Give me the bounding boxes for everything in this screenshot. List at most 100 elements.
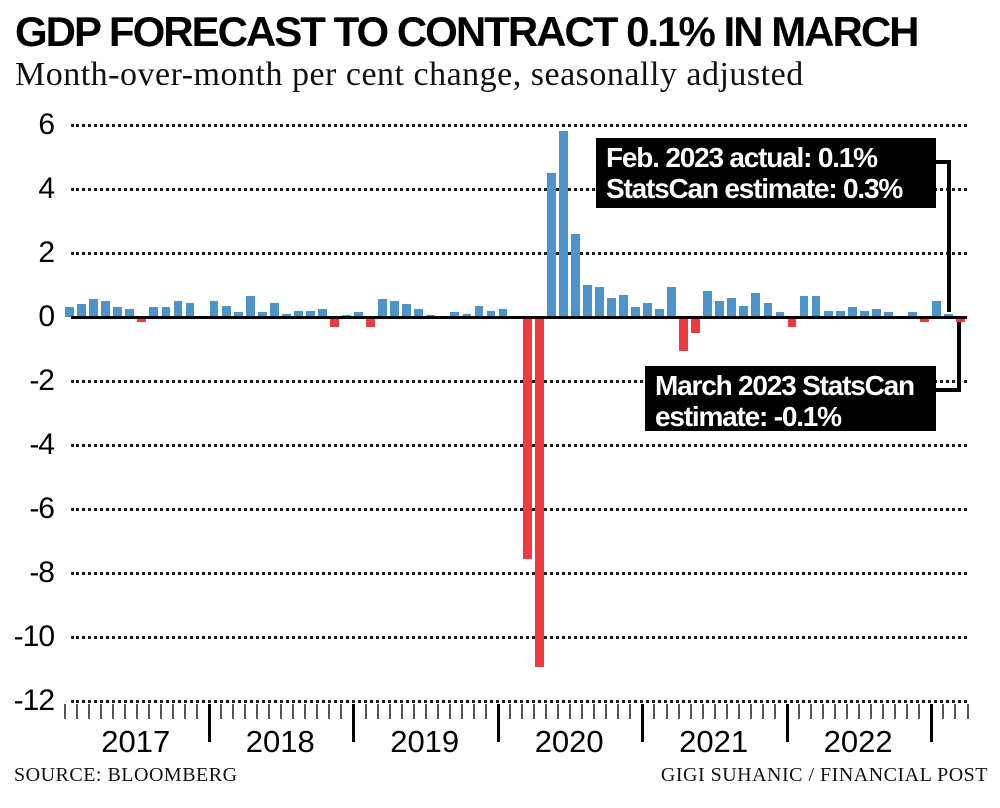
month-tick bbox=[376, 704, 379, 719]
bar-2019-04 bbox=[390, 301, 400, 317]
month-tick bbox=[232, 704, 235, 719]
month-tick bbox=[749, 704, 752, 719]
bar-2022-09 bbox=[883, 312, 893, 317]
bar-2018-11 bbox=[330, 318, 339, 327]
month-tick bbox=[123, 704, 126, 719]
month-tick bbox=[220, 704, 223, 719]
month-tick bbox=[388, 704, 391, 719]
bar-2017-01 bbox=[65, 307, 74, 317]
month-tick bbox=[809, 704, 812, 719]
year-boundary-tick bbox=[785, 704, 789, 742]
author-credit: GIGI SUHANIC / FINANCIAL POST bbox=[660, 764, 988, 786]
month-tick bbox=[424, 704, 427, 719]
year-boundary-tick bbox=[207, 704, 211, 742]
year-boundary-tick bbox=[641, 704, 645, 742]
month-tick bbox=[906, 704, 909, 719]
month-tick bbox=[593, 704, 596, 719]
bar-2021-09 bbox=[739, 305, 749, 317]
month-tick bbox=[328, 704, 331, 719]
bar-2017-11 bbox=[185, 302, 195, 317]
bar-2021-06 bbox=[703, 291, 713, 317]
month-tick bbox=[725, 704, 728, 719]
bar-2018-01 bbox=[209, 301, 219, 317]
gridline-y-8 bbox=[71, 572, 967, 575]
month-tick bbox=[256, 704, 259, 719]
bar-2023-03 bbox=[956, 318, 965, 322]
bar-2021-12 bbox=[775, 312, 785, 317]
month-tick bbox=[87, 704, 90, 719]
bar-2017-09 bbox=[161, 307, 171, 317]
march-callout-connector-vertical bbox=[957, 322, 961, 392]
month-tick bbox=[340, 704, 343, 719]
bar-2022-11 bbox=[908, 312, 917, 317]
march-2023-callout: March 2023 StatsCan estimate: -0.1% bbox=[645, 366, 936, 432]
feb-2023-callout: Feb. 2023 actual: 0.1% StatsCan estimate… bbox=[596, 138, 936, 208]
month-tick bbox=[569, 704, 572, 719]
month-tick bbox=[244, 704, 247, 719]
year-boundary-tick bbox=[496, 704, 500, 742]
march-2023-callout-line2: estimate: -0.1% bbox=[655, 401, 842, 432]
month-tick bbox=[111, 704, 114, 719]
gridline-y-10 bbox=[71, 636, 967, 639]
month-tick bbox=[268, 704, 271, 719]
month-tick bbox=[183, 704, 186, 719]
bar-2021-02 bbox=[655, 309, 664, 317]
x-axis-year-label-2017: 2017 bbox=[101, 724, 171, 759]
zero-axis-line bbox=[71, 316, 967, 319]
month-tick bbox=[918, 704, 921, 719]
bar-2020-10 bbox=[607, 297, 616, 317]
month-tick bbox=[713, 704, 716, 719]
feb-2023-callout-line2: StatsCan estimate: 0.3% bbox=[606, 173, 903, 204]
month-tick bbox=[460, 704, 463, 719]
month-tick bbox=[882, 704, 885, 719]
month-tick bbox=[605, 704, 608, 719]
month-tick bbox=[954, 704, 957, 719]
bar-2018-08 bbox=[293, 310, 303, 317]
feb-callout-connector-horizontal bbox=[933, 160, 951, 164]
y-axis-label: 6 bbox=[38, 108, 55, 141]
year-boundary-tick bbox=[930, 704, 934, 742]
bar-2023-02 bbox=[944, 313, 953, 317]
bar-2021-04 bbox=[679, 318, 689, 351]
bar-2020-12 bbox=[631, 307, 640, 317]
x-axis-year-label-2018: 2018 bbox=[245, 724, 315, 759]
bar-2019-12 bbox=[486, 310, 496, 317]
chart-subtitle: Month-over-month per cent change, season… bbox=[15, 56, 804, 93]
bar-2021-08 bbox=[727, 297, 737, 317]
month-tick bbox=[508, 704, 511, 719]
bar-2019-01 bbox=[354, 312, 363, 317]
bar-2022-07 bbox=[859, 310, 869, 317]
bar-2020-05 bbox=[546, 173, 556, 317]
bar-2022-04 bbox=[823, 310, 833, 317]
month-tick bbox=[159, 704, 162, 719]
bar-2019-02 bbox=[366, 318, 375, 327]
month-tick bbox=[834, 704, 837, 719]
month-tick bbox=[870, 704, 873, 719]
year-boundary-tick bbox=[352, 704, 356, 742]
y-axis-label: -6 bbox=[29, 492, 55, 525]
feb-callout-connector-vertical bbox=[947, 160, 951, 312]
bar-2020-07 bbox=[570, 233, 580, 317]
month-tick bbox=[966, 704, 969, 719]
month-tick bbox=[292, 704, 295, 719]
source-credit: SOURCE: BLOOMBERG bbox=[14, 764, 238, 786]
month-tick bbox=[617, 704, 620, 719]
bar-2019-10 bbox=[462, 313, 472, 317]
month-tick bbox=[280, 704, 283, 719]
month-tick bbox=[858, 704, 861, 719]
bar-2022-01 bbox=[787, 318, 797, 327]
bar-2018-07 bbox=[281, 313, 291, 317]
y-axis-label: -2 bbox=[29, 364, 55, 397]
y-axis-label: -10 bbox=[13, 620, 55, 653]
month-tick bbox=[557, 704, 560, 719]
bar-2018-06 bbox=[269, 302, 279, 317]
bar-2022-02 bbox=[799, 296, 809, 317]
bar-2022-03 bbox=[811, 296, 821, 317]
bar-2020-09 bbox=[594, 286, 604, 317]
bar-2019-05 bbox=[402, 304, 412, 317]
bar-2017-10 bbox=[173, 301, 183, 317]
chart-title: GDP FORECAST TO CONTRACT 0.1% IN MARCH bbox=[15, 8, 920, 55]
month-tick bbox=[304, 704, 307, 719]
bar-2023-01 bbox=[932, 301, 941, 317]
bar-2020-08 bbox=[582, 285, 592, 317]
